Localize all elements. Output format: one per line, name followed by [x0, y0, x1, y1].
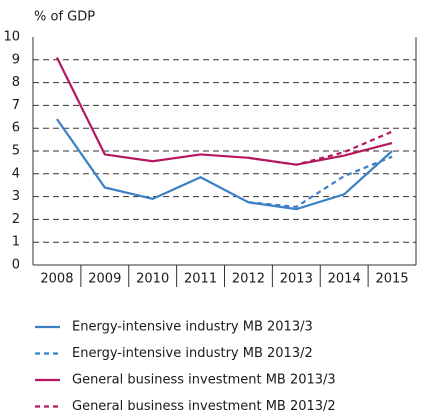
- x-tick-label: 2015: [376, 272, 409, 287]
- x-tick-label: 2012: [232, 272, 265, 287]
- y-tick-label: 6: [12, 121, 20, 136]
- y-tick-label: 2: [12, 212, 20, 227]
- series-line: [56, 118, 393, 211]
- y-tick-label: 3: [12, 189, 20, 204]
- y-tick-label: 7: [12, 98, 20, 113]
- y-tick-label: 10: [3, 30, 20, 45]
- x-tick-label: 2011: [184, 272, 217, 287]
- x-tick-label: 2009: [88, 272, 121, 287]
- legend-label: Energy-intensive industry MB 2013/2: [72, 346, 313, 361]
- y-tick-label: 1: [12, 235, 20, 250]
- x-tick-label: 2014: [328, 272, 361, 287]
- y-axis-label: % of GDP: [34, 10, 95, 25]
- series-line: [248, 155, 393, 208]
- y-tick-label: 9: [12, 52, 20, 67]
- y-tick-label: 5: [12, 144, 20, 159]
- x-tick-label: 2008: [40, 272, 73, 287]
- legend-label: General business investment MB 2013/2: [72, 399, 336, 414]
- series-line: [55, 57, 393, 166]
- series-line: [248, 130, 393, 166]
- y-tick-label: 4: [12, 166, 20, 181]
- x-tick-label: 2010: [136, 272, 169, 287]
- legend-label: Energy-intensive industry MB 2013/3: [72, 320, 313, 335]
- y-tick-label: 0: [12, 258, 20, 273]
- x-tick-label: 2013: [280, 272, 313, 287]
- legend-label: General business investment MB 2013/3: [72, 373, 336, 388]
- y-tick-label: 8: [12, 75, 20, 90]
